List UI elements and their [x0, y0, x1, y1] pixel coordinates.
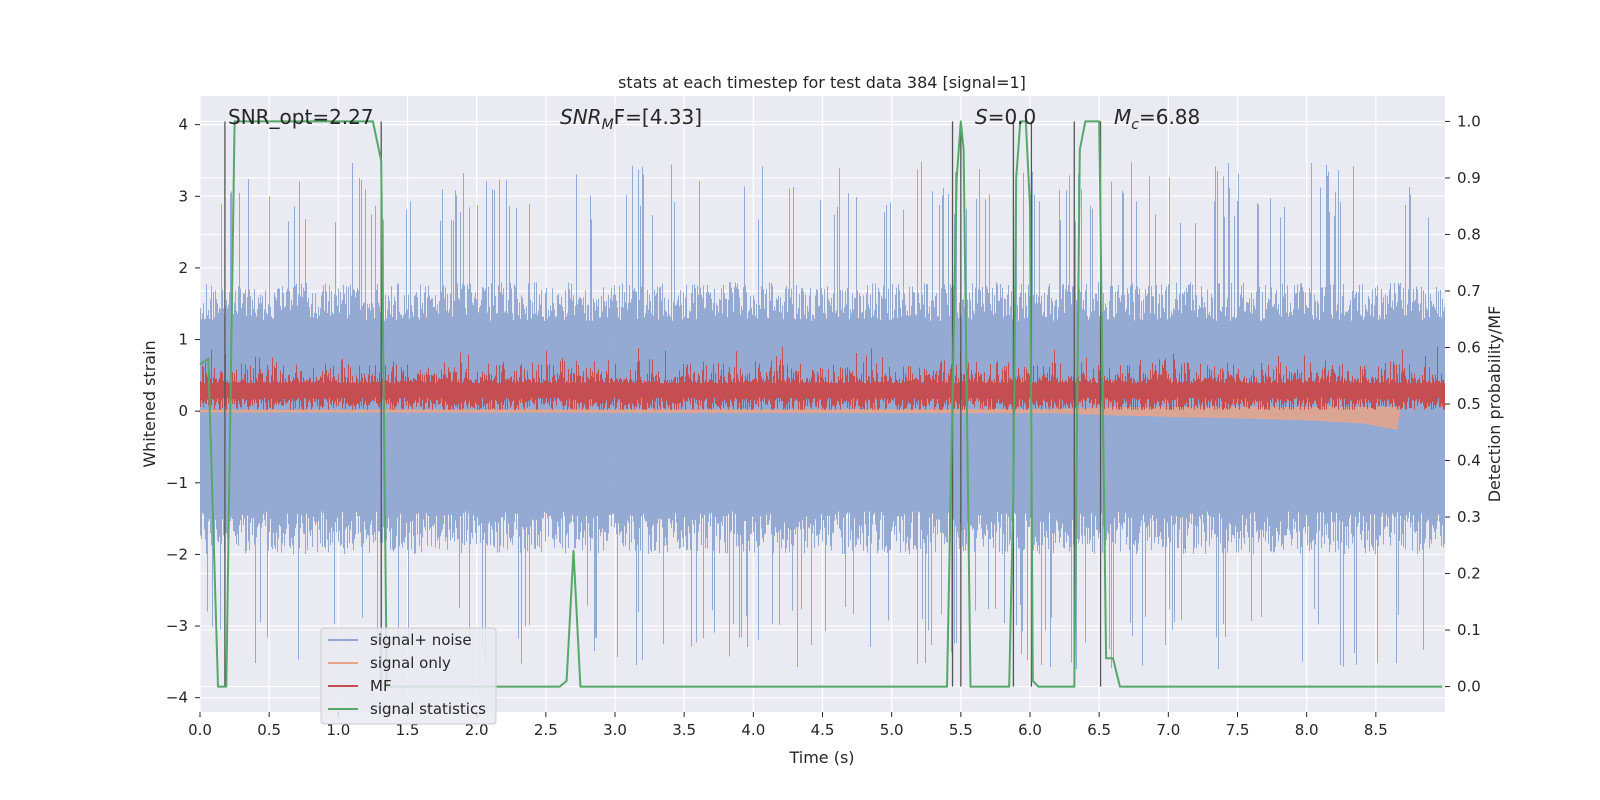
x-tick-label-2: 1.0 [326, 721, 350, 739]
x-tick-label-14: 7.0 [1156, 721, 1180, 739]
y-left-tick-label-6: 2 [178, 259, 188, 277]
x-tick-label-5: 2.5 [534, 721, 558, 739]
x-tick-label-7: 3.5 [672, 721, 696, 739]
x-tick-label-10: 5.0 [880, 721, 904, 739]
y-axis-right-ticks: 0.0 0.1 0.2 0.3 0.4 0.5 0.6 0.7 0.8 0.9 1.0 [1445, 112, 1481, 696]
legend-label-signal-noise: signal+ noise [370, 631, 472, 649]
x-tick-label-3: 1.5 [396, 721, 420, 739]
legend-label-signal-statistics: signal statistics [370, 700, 486, 718]
y-left-tick-label-2: −2 [166, 545, 188, 563]
y-right-tick-label-3: 0.3 [1457, 508, 1481, 526]
y-right-tick-label-1: 0.1 [1457, 621, 1481, 639]
legend: signal+ noise signal only MF signal stat… [320, 627, 497, 725]
annotation-mc-rest: =6.88 [1139, 105, 1200, 129]
y-right-tick-label-5: 0.5 [1457, 395, 1481, 413]
y-right-tick-label-0: 0.0 [1457, 678, 1481, 696]
annotation-snr-mf-rest: F=[4.33] [614, 105, 702, 129]
y-axis-label-left: Whitened strain [140, 340, 159, 467]
y-left-tick-label-1: −3 [166, 617, 188, 635]
y-right-tick-label-7: 0.7 [1457, 282, 1481, 300]
x-tick-label-15: 7.5 [1226, 721, 1250, 739]
annotation-snr-mf: SNRMF=[4.33] [560, 105, 702, 133]
x-axis-ticks: 0.0 0.5 1.0 1.5 2.0 2.5 3.0 3.5 4.0 4.5 5.0 5.5 6.0 6… [188, 712, 1388, 739]
x-tick-label-6: 3.0 [603, 721, 627, 739]
annotation-s-rest: =0.0 [988, 105, 1037, 129]
annotation-s-main: S [975, 105, 988, 129]
annotation-mc-main: M [1114, 105, 1131, 129]
annotation-mc: Mc=6.88 [1114, 105, 1200, 133]
annotation-mc-sub: c [1131, 117, 1139, 133]
annotation-snr-opt: SNR_opt=2.27 [228, 105, 374, 129]
x-tick-label-13: 6.5 [1087, 721, 1111, 739]
signal-statistics-line [199, 120, 1443, 688]
annotation-s: S=0.0 [975, 105, 1036, 129]
y-left-tick-label-4: 0 [178, 402, 188, 420]
series-signal-statistics [199, 120, 1443, 688]
y-left-tick-label-7: 3 [178, 187, 188, 205]
x-tick-label-1: 0.5 [257, 721, 281, 739]
y-left-tick-label-3: −1 [166, 474, 188, 492]
chart-title: stats at each timestep for test data 384… [618, 73, 1026, 92]
annotation-snr-mf-sub: M [602, 117, 614, 133]
legend-label-signal-only: signal only [370, 654, 451, 672]
y-axis-label-right: Detection probability/MF [1485, 306, 1504, 503]
y-left-tick-label-5: 1 [178, 331, 188, 349]
x-tick-label-12: 6.0 [1018, 721, 1042, 739]
y-right-tick-label-10: 1.0 [1457, 112, 1481, 130]
x-tick-label-8: 4.0 [741, 721, 765, 739]
y-left-tick-label-0: −4 [166, 689, 188, 707]
x-axis-label: Time (s) [788, 748, 854, 767]
legend-box [320, 627, 497, 725]
y-right-tick-label-8: 0.8 [1457, 225, 1481, 243]
y-right-tick-label-4: 0.4 [1457, 452, 1481, 470]
y-right-tick-label-6: 0.6 [1457, 338, 1481, 356]
x-tick-label-11: 5.5 [949, 721, 973, 739]
x-tick-label-17: 8.5 [1364, 721, 1388, 739]
x-tick-label-4: 2.0 [465, 721, 489, 739]
x-tick-label-0: 0.0 [188, 721, 212, 739]
legend-label-mf: MF [370, 677, 392, 695]
y-left-tick-label-8: 4 [178, 116, 188, 134]
annotation-snr-mf-main: SNR [560, 105, 602, 129]
y-right-tick-label-2: 0.2 [1457, 565, 1481, 583]
x-tick-label-9: 4.5 [811, 721, 835, 739]
y-axis-left-ticks: −4 −3 −2 −1 0 1 2 3 4 [166, 116, 200, 707]
y-right-tick-label-9: 0.9 [1457, 169, 1481, 187]
x-tick-label-16: 8.0 [1295, 721, 1319, 739]
